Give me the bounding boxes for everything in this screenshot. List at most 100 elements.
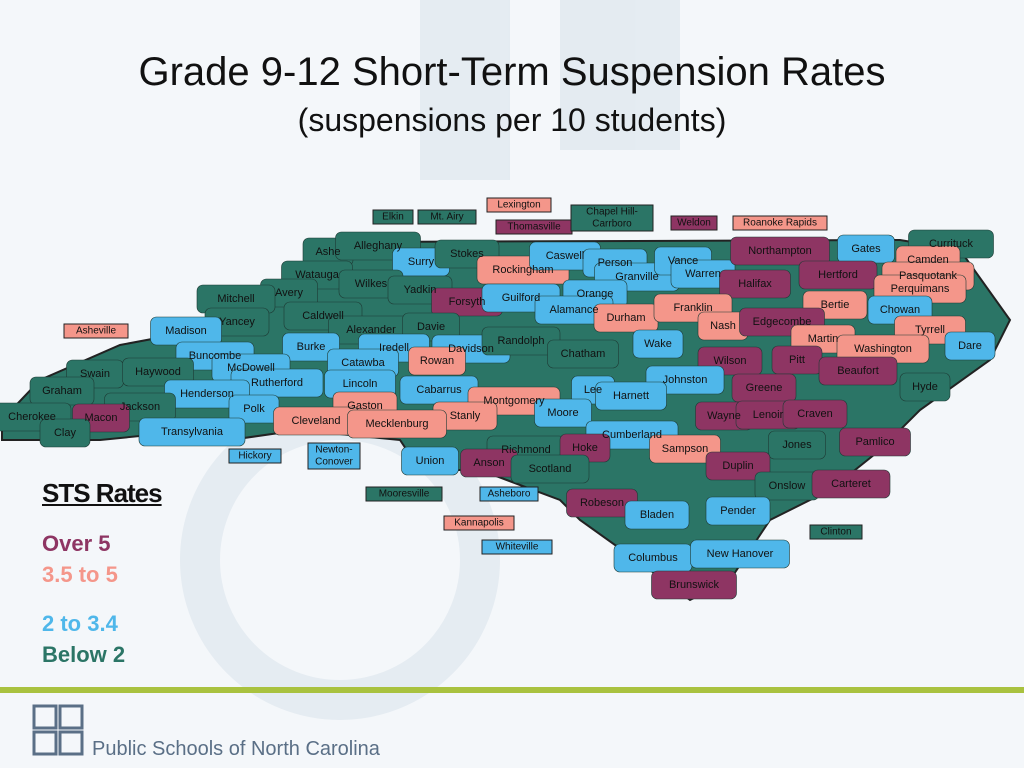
county-labels: Ashe Alleghany Surry Stokes Rockingham Caswel… — [8, 238, 982, 591]
county — [39, 418, 91, 448]
legend-item: Below 2 — [42, 642, 126, 667]
county-label: Vance — [668, 255, 698, 267]
county-label: Mecklenburg — [366, 418, 429, 430]
city-box — [372, 209, 414, 225]
county-label: Northampton — [748, 245, 812, 257]
county-label: Buncombe — [189, 350, 242, 362]
county-label: Martin — [808, 333, 839, 345]
county-label: Lee — [584, 384, 602, 396]
legend-title: STS Rates — [42, 478, 163, 508]
county — [690, 539, 790, 569]
county-label: Forsyth — [449, 296, 486, 308]
county-label: Mitchell — [217, 293, 254, 305]
county-label: Carteret — [831, 478, 871, 490]
county-label: Caswell — [546, 250, 585, 262]
county-label: Chowan — [880, 304, 920, 316]
county — [547, 339, 619, 369]
county-label: Columbus — [628, 552, 678, 564]
county-label: Chatham — [561, 348, 606, 360]
county-label: Rockingham — [492, 264, 553, 276]
county-label: Yancey — [219, 316, 255, 328]
county — [782, 399, 848, 429]
city-label: Asheboro — [488, 489, 531, 500]
county-label: Robeson — [580, 497, 624, 509]
divider — [0, 687, 1024, 693]
county — [651, 570, 737, 600]
county — [798, 260, 878, 290]
city-label: Carrboro — [592, 219, 632, 230]
county-label: Caldwell — [302, 310, 344, 322]
subtitle: (suspensions per 10 students) — [297, 102, 727, 138]
county-label: Montgomery — [483, 395, 545, 407]
city-box — [443, 515, 515, 531]
county-label: Wilson — [713, 355, 746, 367]
county-label: Rutherford — [251, 377, 303, 389]
city-box — [479, 486, 539, 502]
county-label: Halifax — [738, 278, 772, 290]
county-label: Ashe — [315, 246, 340, 258]
county-label: Burke — [297, 341, 326, 353]
city-box — [417, 209, 477, 225]
county-label: Catawba — [341, 357, 385, 369]
city-label: Clinton — [820, 527, 851, 538]
county-map: Ashe Alleghany Surry Stokes Rockingham Caswel… — [0, 197, 996, 600]
county-label: Swain — [80, 368, 110, 380]
county — [122, 357, 194, 387]
logo — [32, 704, 84, 756]
county-label: Currituck — [929, 238, 974, 250]
county — [282, 332, 340, 362]
county-label: Wayne — [707, 410, 741, 422]
county — [510, 454, 590, 484]
county-label: Guilford — [502, 292, 541, 304]
county — [944, 331, 996, 361]
county-label: Wilkes — [355, 278, 388, 290]
county-label: Alamance — [550, 304, 599, 316]
city-labels: Lexington Elkin Mt. Airy Thomasville Chapel … — [63, 197, 863, 555]
county-label: Johnston — [663, 374, 708, 386]
county-label: Durham — [606, 312, 645, 324]
county — [899, 372, 951, 402]
legend-item: Over 5 — [42, 531, 111, 556]
city-label: Whiteville — [496, 542, 539, 553]
county — [705, 451, 771, 481]
county-label: Iredell — [379, 342, 409, 354]
county-label: New Hanover — [707, 548, 774, 560]
county-label: Gates — [851, 243, 881, 255]
city-label: Chapel Hill- — [586, 207, 638, 218]
city-box — [670, 215, 718, 231]
county-label: Tyrrell — [915, 324, 945, 336]
city-label: Hickory — [238, 451, 271, 462]
county-label: Franklin — [673, 302, 712, 314]
county — [401, 446, 459, 476]
county-label: Cleveland — [292, 415, 341, 427]
county-label: Dare — [958, 340, 982, 352]
county — [632, 329, 684, 359]
county-label: Camden — [907, 254, 949, 266]
city-box — [228, 448, 282, 464]
county-label: McDowell — [227, 362, 275, 374]
county-label: Transylvania — [161, 426, 224, 438]
city-box — [63, 323, 129, 339]
county — [730, 236, 830, 266]
county-label: Lincoln — [343, 378, 378, 390]
county-label: Alexander — [346, 324, 396, 336]
county-label: Pender — [720, 505, 756, 517]
city-label: Elkin — [382, 212, 404, 223]
county-label: Moore — [547, 407, 578, 419]
county-label: Polk — [243, 403, 265, 415]
county-label: Henderson — [180, 388, 234, 400]
city-label: Thomasville — [507, 222, 561, 233]
county-label: Yadkin — [404, 284, 437, 296]
county-label: Cherokee — [8, 411, 56, 423]
county-label: Harnett — [613, 390, 649, 402]
county-fills — [0, 229, 996, 600]
county-label: Lenoir — [753, 409, 784, 421]
footer: Public Schools of North Carolina — [92, 738, 380, 760]
county-label: Onslow — [769, 480, 806, 492]
county-label: Jones — [782, 439, 812, 451]
county-label: Davie — [417, 321, 445, 333]
county-label: Alleghany — [354, 240, 403, 252]
city-box — [486, 197, 552, 213]
city-label: Weldon — [677, 218, 711, 229]
